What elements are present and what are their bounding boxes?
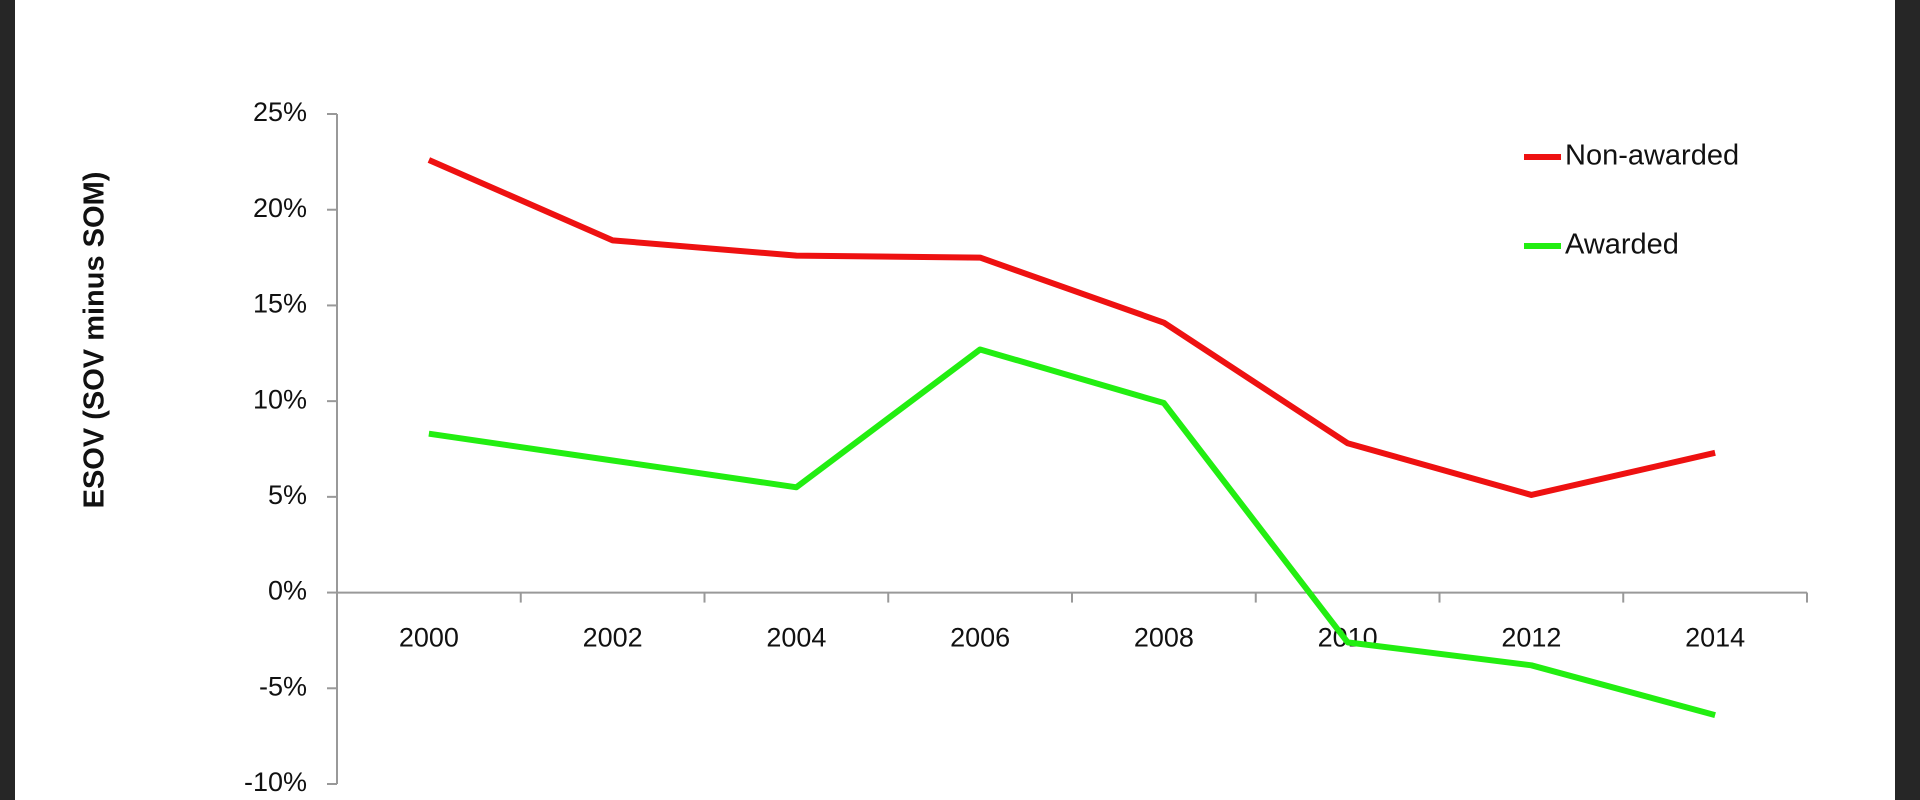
x-tick-label: 2008 bbox=[1134, 623, 1194, 653]
legend-label: Non-awarded bbox=[1565, 140, 1739, 172]
y-tick-label: 20% bbox=[253, 193, 307, 223]
y-tick-label: -5% bbox=[259, 671, 307, 701]
legend-label: Awarded bbox=[1565, 229, 1679, 261]
x-tick-label: 2006 bbox=[950, 623, 1010, 653]
y-axis-title: ESOV (SOV minus SOM) bbox=[79, 172, 111, 509]
x-tick-label: 2014 bbox=[1685, 623, 1745, 653]
y-tick-label: -10% bbox=[244, 767, 307, 797]
x-tick-label: 2004 bbox=[766, 623, 826, 653]
y-tick-label: 25% bbox=[253, 97, 307, 127]
y-tick-label: 0% bbox=[268, 576, 307, 606]
x-tick-label: 2000 bbox=[399, 623, 459, 653]
series-line bbox=[428, 346, 1716, 718]
y-tick-label: 10% bbox=[253, 384, 307, 414]
y-tick-label: 5% bbox=[268, 480, 307, 510]
frame-left bbox=[0, 0, 15, 800]
x-tick-label: 2012 bbox=[1501, 623, 1561, 653]
series-line bbox=[427, 157, 1716, 498]
frame-right bbox=[1895, 0, 1920, 800]
y-tick-label: 15% bbox=[253, 289, 307, 319]
x-tick-label: 2002 bbox=[583, 623, 643, 653]
